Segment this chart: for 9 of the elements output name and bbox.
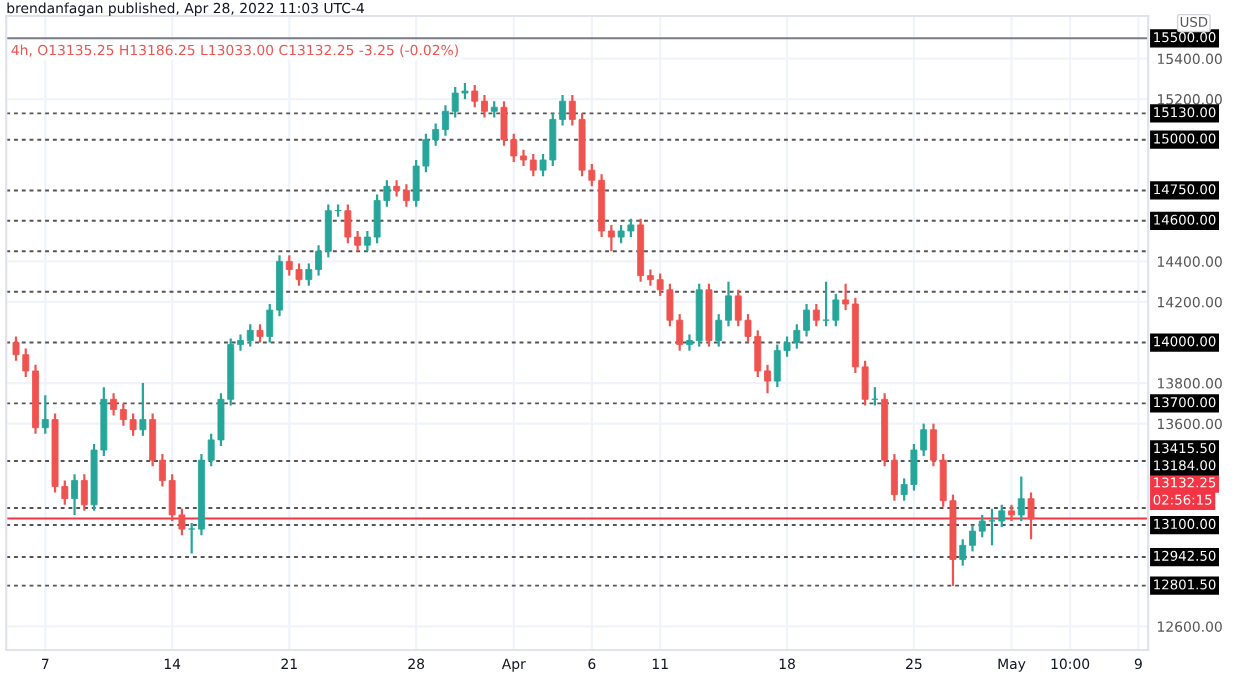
candlestick — [871, 386, 879, 407]
candlestick — [1027, 491, 1035, 541]
candlestick — [139, 381, 147, 437]
candlestick — [256, 323, 264, 344]
candlestick — [1017, 475, 1025, 523]
candlestick — [71, 473, 79, 517]
candlestick — [812, 302, 820, 328]
candlestick — [41, 394, 49, 435]
candlestick — [80, 473, 88, 512]
